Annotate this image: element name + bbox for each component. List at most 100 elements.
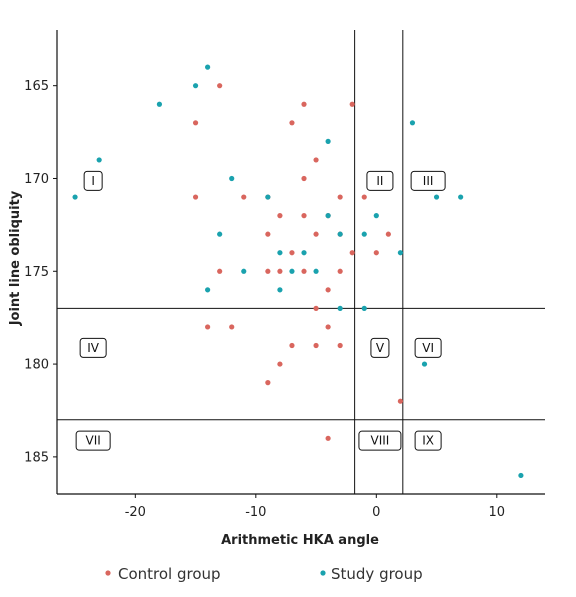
zone-label-iv: IV <box>79 337 107 358</box>
data-points <box>72 64 524 479</box>
axes: -20 -10 0 10 165 170 175 180 185 <box>24 30 545 520</box>
x-tick-label: -10 <box>245 505 266 520</box>
study-point <box>217 231 223 237</box>
control-point <box>192 194 199 200</box>
control-point <box>289 342 295 349</box>
study-point <box>265 194 271 200</box>
study-point <box>192 83 199 89</box>
zone-label-box <box>75 430 111 451</box>
legend-label-control: Control group <box>118 565 221 583</box>
study-point <box>205 64 211 70</box>
study-point <box>458 194 464 200</box>
zone-label-ii: II <box>366 170 394 191</box>
study-point <box>241 268 247 274</box>
control-point <box>301 268 307 274</box>
zone-label-text: V <box>376 341 385 355</box>
control-point <box>217 83 223 89</box>
zone-label-text: VII <box>85 434 100 448</box>
zone-label-box <box>358 430 402 451</box>
control-point <box>337 268 343 274</box>
zone-label-iii: III <box>410 170 446 191</box>
zone-label-v: V <box>370 337 390 358</box>
control-point <box>205 324 211 330</box>
zone-label-text: VIII <box>371 434 390 448</box>
control-point <box>265 268 271 274</box>
control-point <box>301 213 307 219</box>
study-point <box>72 194 78 200</box>
zone-label-text: VI <box>422 341 434 355</box>
legend-label-study: Study group <box>331 565 423 583</box>
control-point <box>337 194 343 200</box>
control-point <box>277 268 283 274</box>
control-point <box>217 268 223 274</box>
study-point <box>433 194 440 200</box>
study-point <box>409 120 416 126</box>
control-point <box>241 194 247 200</box>
y-tick-label: 170 <box>24 172 49 187</box>
control-point <box>325 324 331 330</box>
control-point <box>337 342 343 349</box>
x-tick-label: 10 <box>489 505 506 520</box>
control-point <box>349 101 355 107</box>
study-point <box>421 361 428 367</box>
plot-area <box>57 30 545 494</box>
legend-marker-control <box>105 570 111 576</box>
study-point <box>397 250 404 256</box>
y-tick-label: 180 <box>24 358 49 373</box>
study-point <box>337 231 343 237</box>
study-point <box>361 305 367 311</box>
study-point <box>361 231 367 237</box>
zone-label-box <box>414 337 442 358</box>
zone-label-ix: IX <box>414 430 442 451</box>
control-point <box>313 157 319 163</box>
zone-label-box <box>79 337 107 358</box>
zone-label-vi: VI <box>414 337 442 358</box>
zone-label-text: II <box>376 174 383 188</box>
y-tick-label: 185 <box>24 450 49 465</box>
study-point <box>277 250 283 256</box>
study-point <box>373 213 379 219</box>
study-point <box>156 101 163 107</box>
x-tick-label: 0 <box>372 505 380 520</box>
legend: Control group Study group <box>105 565 423 583</box>
study-point <box>518 472 524 479</box>
zone-label-text: IV <box>87 341 100 355</box>
control-point <box>397 398 404 404</box>
control-point <box>265 380 271 386</box>
study-point <box>96 157 102 163</box>
study-point <box>229 175 235 182</box>
control-point <box>325 435 331 441</box>
control-point <box>277 213 283 219</box>
zone-label-text: IX <box>422 434 434 448</box>
zone-label-text: I <box>91 174 95 188</box>
zone-label-box <box>410 170 446 191</box>
control-point <box>313 342 319 349</box>
control-point <box>289 120 295 126</box>
zone-label-vii: VII <box>75 430 111 451</box>
control-point <box>192 120 199 126</box>
x-axis-title: Arithmetic HKA angle <box>221 533 379 548</box>
study-point <box>325 138 331 144</box>
zone-label-box <box>366 170 394 191</box>
control-point <box>277 361 283 367</box>
study-point <box>313 268 319 274</box>
zone-label-i: I <box>83 170 103 191</box>
zone-label-box <box>414 430 442 451</box>
control-point <box>313 305 319 311</box>
study-point <box>301 250 307 256</box>
y-axis-title: Joint line obliquity <box>8 190 23 326</box>
control-point <box>265 231 271 237</box>
control-point <box>385 231 391 237</box>
legend-marker-study <box>320 570 326 576</box>
control-point <box>301 175 307 182</box>
control-point <box>325 287 331 293</box>
zone-label-text: III <box>423 174 434 188</box>
control-point <box>313 231 319 237</box>
control-point <box>373 250 379 256</box>
y-tick-label: 165 <box>24 79 49 94</box>
study-point <box>205 287 211 293</box>
control-point <box>361 194 367 200</box>
study-point <box>277 287 283 293</box>
y-tick-label: 175 <box>24 265 49 280</box>
